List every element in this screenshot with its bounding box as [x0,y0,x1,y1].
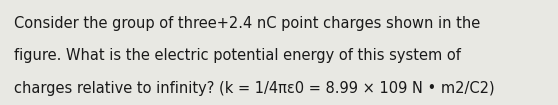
Text: Consider the group of three+2.4 nC point charges shown in the: Consider the group of three+2.4 nC point… [14,16,480,31]
Text: charges relative to infinity? (k = 1/4πε0 = 8.99 × 109 N • m2/C2): charges relative to infinity? (k = 1/4πε… [14,81,494,96]
Text: figure. What is the electric potential energy of this system of: figure. What is the electric potential e… [14,48,461,63]
